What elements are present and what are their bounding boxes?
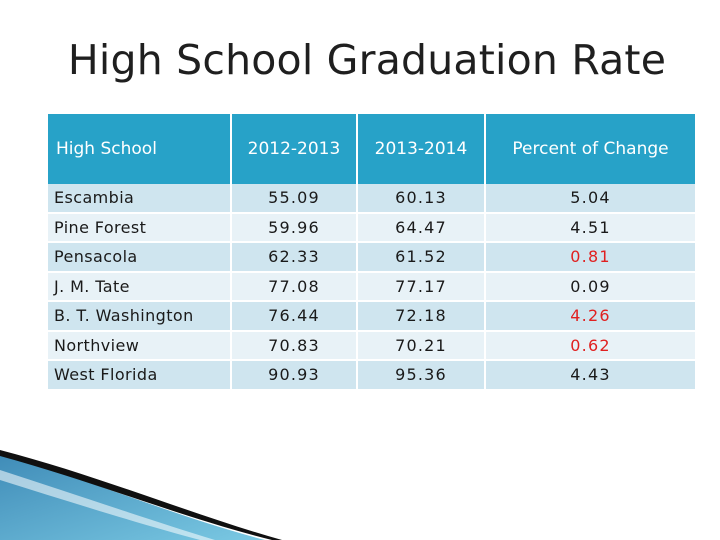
rate-2012-2013: 90.93 (232, 361, 358, 391)
rate-2012-2013: 59.96 (232, 213, 358, 243)
table-row: Escambia 55.09 60.13 5.04 (48, 184, 695, 214)
percent-change: 4.51 (486, 213, 695, 243)
rate-2012-2013: 76.44 (232, 302, 358, 332)
rate-2012-2013: 70.83 (232, 331, 358, 361)
table-row: B. T. Washington 76.44 72.18 4.26 (48, 302, 695, 332)
table-row: West Florida 90.93 95.36 4.43 (48, 361, 695, 391)
school-name: Northview (48, 331, 232, 361)
rate-2012-2013: 55.09 (232, 184, 358, 214)
percent-change: 0.09 (486, 272, 695, 302)
rate-2013-2014: 95.36 (358, 361, 486, 391)
header-2013-2014: 2013-2014 (358, 114, 486, 184)
school-name: Pine Forest (48, 213, 232, 243)
rate-2012-2013: 77.08 (232, 272, 358, 302)
school-name: West Florida (48, 361, 232, 391)
rate-2013-2014: 77.17 (358, 272, 486, 302)
school-name: J. M. Tate (48, 272, 232, 302)
rate-2013-2014: 60.13 (358, 184, 486, 214)
rate-2013-2014: 70.21 (358, 331, 486, 361)
rate-2013-2014: 72.18 (358, 302, 486, 332)
table-row: J. M. Tate 77.08 77.17 0.09 (48, 272, 695, 302)
school-name: B. T. Washington (48, 302, 232, 332)
rate-2013-2014: 61.52 (358, 243, 486, 273)
header-high-school: High School (48, 114, 232, 184)
percent-change: 5.04 (486, 184, 695, 214)
swoosh-dark-stroke (0, 450, 282, 540)
rate-2012-2013: 62.33 (232, 243, 358, 273)
percent-change: 4.43 (486, 361, 695, 391)
page-title: High School Graduation Rate (67, 36, 667, 84)
percent-change: 0.62 (486, 331, 695, 361)
table-header-row: High School 2012-2013 2013-2014 Percent … (48, 114, 695, 184)
table-row: Pine Forest 59.96 64.47 4.51 (48, 213, 695, 243)
school-name: Escambia (48, 184, 232, 214)
header-percent-change: Percent of Change (486, 114, 695, 184)
table-row: Pensacola 62.33 61.52 0.81 (48, 243, 695, 273)
school-name: Pensacola (48, 243, 232, 273)
percent-change: 4.26 (486, 302, 695, 332)
percent-change: 0.81 (486, 243, 695, 273)
decorative-swoosh (0, 450, 282, 540)
rate-2013-2014: 64.47 (358, 213, 486, 243)
graduation-rate-table: High School 2012-2013 2013-2014 Percent … (48, 114, 695, 391)
header-2012-2013: 2012-2013 (232, 114, 358, 184)
table-row: Northview 70.83 70.21 0.62 (48, 331, 695, 361)
